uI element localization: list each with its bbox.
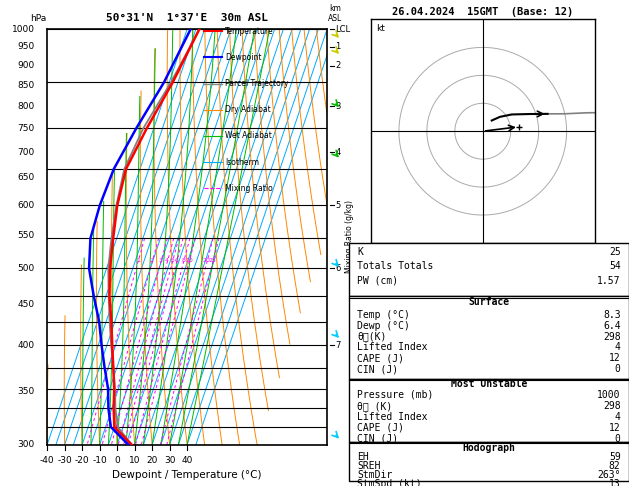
Text: 8.3: 8.3	[603, 310, 621, 320]
Text: 10: 10	[129, 456, 140, 465]
Text: 1.57: 1.57	[597, 276, 621, 286]
Text: 950: 950	[18, 42, 35, 52]
Text: 13: 13	[609, 479, 621, 486]
Text: Isotherm: Isotherm	[225, 157, 259, 167]
Bar	[349, 379, 629, 442]
Text: StmDir: StmDir	[357, 470, 392, 480]
Text: 50°31'N  1°37'E  30m ASL: 50°31'N 1°37'E 30m ASL	[106, 13, 268, 23]
Text: 25: 25	[209, 258, 217, 262]
Text: -30: -30	[57, 456, 72, 465]
Text: Most Unstable: Most Unstable	[451, 380, 527, 389]
Text: 0: 0	[615, 364, 621, 374]
Text: 5: 5	[335, 201, 341, 210]
Text: -20: -20	[75, 456, 89, 465]
Text: 400: 400	[18, 341, 35, 350]
Text: 2: 2	[150, 258, 154, 262]
Text: 300: 300	[18, 440, 35, 449]
Text: 20: 20	[203, 258, 211, 262]
Text: 298: 298	[603, 401, 621, 411]
Text: 450: 450	[18, 300, 35, 309]
Text: CAPE (J): CAPE (J)	[357, 423, 404, 433]
Text: 1000: 1000	[597, 390, 621, 400]
Text: -40: -40	[40, 456, 55, 465]
Text: 10: 10	[185, 258, 193, 262]
Text: 2: 2	[335, 61, 341, 70]
Text: 8: 8	[182, 258, 186, 262]
Text: hPa: hPa	[30, 14, 47, 23]
Text: CAPE (J): CAPE (J)	[357, 353, 404, 364]
Text: StmSpd (kt): StmSpd (kt)	[357, 479, 422, 486]
Text: 1: 1	[335, 42, 341, 52]
Text: 500: 500	[18, 264, 35, 273]
Text: Surface: Surface	[469, 297, 509, 307]
Bar	[349, 442, 629, 481]
Text: θᴛ (K): θᴛ (K)	[357, 401, 392, 411]
Text: 6: 6	[335, 264, 341, 273]
Text: Temperature: Temperature	[225, 27, 274, 36]
Text: SREH: SREH	[357, 461, 381, 471]
Text: 7: 7	[335, 341, 341, 350]
Text: 650: 650	[18, 174, 35, 182]
Text: Lifted Index: Lifted Index	[357, 343, 428, 352]
Text: 59: 59	[609, 452, 621, 462]
Text: 600: 600	[18, 201, 35, 210]
Text: 82: 82	[609, 461, 621, 471]
Text: 263°: 263°	[597, 470, 621, 480]
Title: 26.04.2024  15GMT  (Base: 12): 26.04.2024 15GMT (Base: 12)	[392, 7, 574, 17]
Text: Lifted Index: Lifted Index	[357, 412, 428, 422]
Text: 12: 12	[609, 353, 621, 364]
Text: 12: 12	[609, 423, 621, 433]
Text: kt: kt	[377, 24, 386, 33]
Text: Wet Adiabat: Wet Adiabat	[225, 131, 272, 140]
Bar	[349, 243, 629, 296]
Bar	[349, 296, 629, 379]
Text: Pressure (mb): Pressure (mb)	[357, 390, 434, 400]
Text: 6: 6	[175, 258, 179, 262]
Text: 1000: 1000	[11, 25, 35, 34]
Text: -10: -10	[92, 456, 107, 465]
Text: Hodograph: Hodograph	[462, 443, 516, 452]
Text: Parcel Trajectory: Parcel Trajectory	[225, 79, 289, 88]
Text: 30: 30	[164, 456, 175, 465]
Text: 4: 4	[335, 148, 341, 157]
Text: 1: 1	[136, 258, 140, 262]
Text: 6.4: 6.4	[603, 321, 621, 330]
Text: 25: 25	[609, 246, 621, 257]
Text: 750: 750	[18, 124, 35, 133]
Text: θᴛ(K): θᴛ(K)	[357, 331, 387, 342]
Text: 3: 3	[335, 102, 341, 111]
Text: Mixing Ratio (g/kg): Mixing Ratio (g/kg)	[345, 200, 354, 274]
Text: 0: 0	[114, 456, 120, 465]
Text: 4: 4	[165, 258, 169, 262]
Text: 4: 4	[615, 412, 621, 422]
Text: 0: 0	[615, 434, 621, 444]
Text: Dewpoint: Dewpoint	[225, 53, 262, 62]
Text: 800: 800	[18, 102, 35, 111]
Text: Mixing Ratio: Mixing Ratio	[225, 184, 272, 193]
Text: Dewpoint / Temperature (°C): Dewpoint / Temperature (°C)	[113, 469, 262, 480]
Text: PW (cm): PW (cm)	[357, 276, 399, 286]
Text: Totals Totals: Totals Totals	[357, 261, 434, 271]
Text: 4: 4	[615, 343, 621, 352]
Text: CIN (J): CIN (J)	[357, 434, 399, 444]
Text: 40: 40	[181, 456, 193, 465]
Text: K: K	[357, 246, 364, 257]
Text: Dry Adiabat: Dry Adiabat	[225, 105, 270, 114]
Text: CIN (J): CIN (J)	[357, 364, 399, 374]
Text: 5: 5	[170, 258, 174, 262]
Text: km
ASL: km ASL	[328, 4, 343, 23]
Text: 550: 550	[18, 231, 35, 240]
Text: Temp (°C): Temp (°C)	[357, 310, 410, 320]
Text: 850: 850	[18, 81, 35, 90]
Text: Dewp (°C): Dewp (°C)	[357, 321, 410, 330]
Text: 54: 54	[609, 261, 621, 271]
Text: 3: 3	[159, 258, 163, 262]
Text: LCL: LCL	[335, 25, 350, 34]
Text: 298: 298	[603, 331, 621, 342]
Text: 350: 350	[18, 387, 35, 396]
Text: EH: EH	[357, 452, 369, 462]
Text: 700: 700	[18, 148, 35, 157]
Text: 900: 900	[18, 61, 35, 70]
Text: 20: 20	[147, 456, 158, 465]
